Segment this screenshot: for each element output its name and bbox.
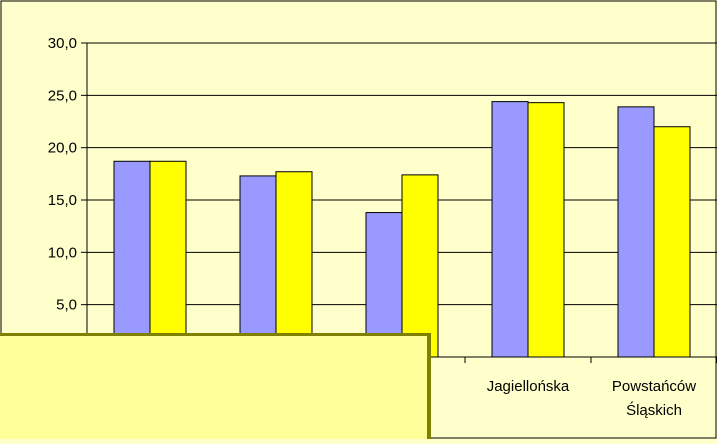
bar <box>113 160 151 358</box>
y-tick-label: 5,0 <box>56 297 77 314</box>
bar <box>527 102 565 358</box>
bar <box>491 101 529 358</box>
y-tick-label: 15,0 <box>48 192 77 209</box>
bars <box>113 101 691 358</box>
y-tick-label: 30,0 <box>48 35 77 52</box>
bar <box>617 106 655 358</box>
y-tick-label: 25,0 <box>48 87 77 104</box>
x-tick-label: Powstańców <box>612 378 696 395</box>
bar <box>365 212 403 358</box>
bar <box>275 171 313 358</box>
bar <box>239 175 277 358</box>
bar <box>653 126 691 358</box>
x-tick-label: Jagiellońska <box>487 378 570 395</box>
bar <box>149 160 187 358</box>
x-axis-labels: ZJagiellońskaPowstańcówŚląskich <box>397 378 696 419</box>
y-tick-label: 20,0 <box>48 140 77 157</box>
x-tick-label: Śląskich <box>626 401 682 419</box>
gridlines <box>87 42 717 306</box>
bar <box>401 174 439 358</box>
overlay-panel <box>0 333 431 439</box>
y-tick-label: 10,0 <box>48 244 77 261</box>
